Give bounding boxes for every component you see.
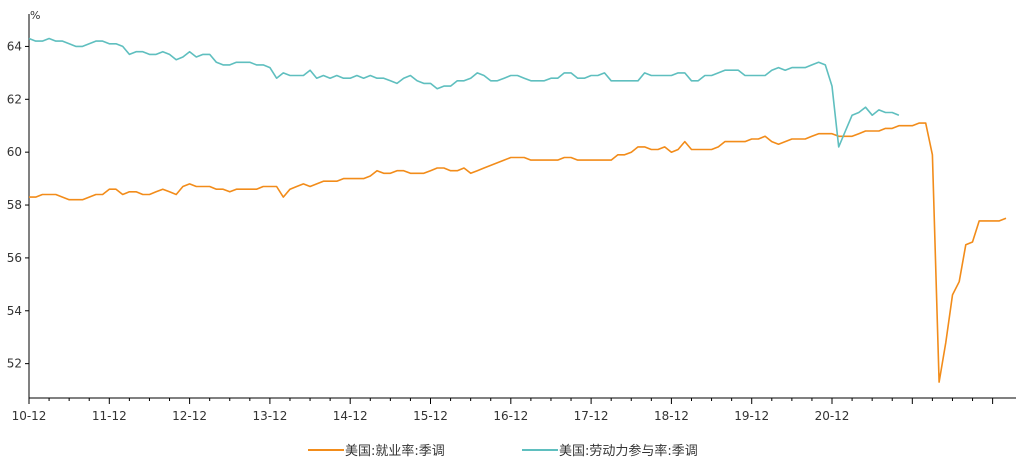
x-tick-label: 18-12: [654, 409, 689, 423]
x-tick-label: 17-12: [574, 409, 609, 423]
y-tick-label: 56: [7, 251, 22, 265]
x-tick-label: 12-12: [172, 409, 207, 423]
y-tick-label: 64: [7, 39, 22, 53]
x-tick-label: 20-12: [815, 409, 850, 423]
legend-label-participation-rate[interactable]: 美国:劳动力参与率:季调: [559, 443, 698, 459]
x-tick-label: 13-12: [252, 409, 287, 423]
y-axis-ticks: 52 54 56 58 60 62 64: [7, 39, 29, 371]
x-tick-label: 15-12: [413, 409, 448, 423]
y-tick-label: 60: [7, 145, 22, 159]
x-axis-ticks: 10-12 11-12 12-12 13-12 14-12 15-12 16-12 17-12…: [12, 398, 994, 423]
x-tick-label: 19-12: [734, 409, 769, 423]
x-tick-label: 10-12: [12, 409, 47, 423]
y-axis-unit: %: [30, 9, 40, 22]
x-tick-label: 11-12: [92, 409, 127, 423]
series-line-participation-rate: [28, 37, 900, 148]
y-tick-label: 54: [7, 304, 22, 318]
series-line-employment-rate: [29, 122, 1007, 383]
y-tick-label: 52: [7, 357, 22, 371]
legend: 美国:就业率:季调 美国:劳动力参与率:季调: [308, 443, 698, 459]
axes: [28, 14, 1016, 399]
y-tick-label: 62: [7, 92, 22, 106]
x-tick-label: 16-12: [493, 409, 528, 423]
series-layer: [28, 37, 1007, 383]
y-tick-label: 58: [7, 198, 22, 212]
x-tick-label: 14-12: [333, 409, 368, 423]
legend-label-employment-rate[interactable]: 美国:就业率:季调: [345, 443, 445, 459]
